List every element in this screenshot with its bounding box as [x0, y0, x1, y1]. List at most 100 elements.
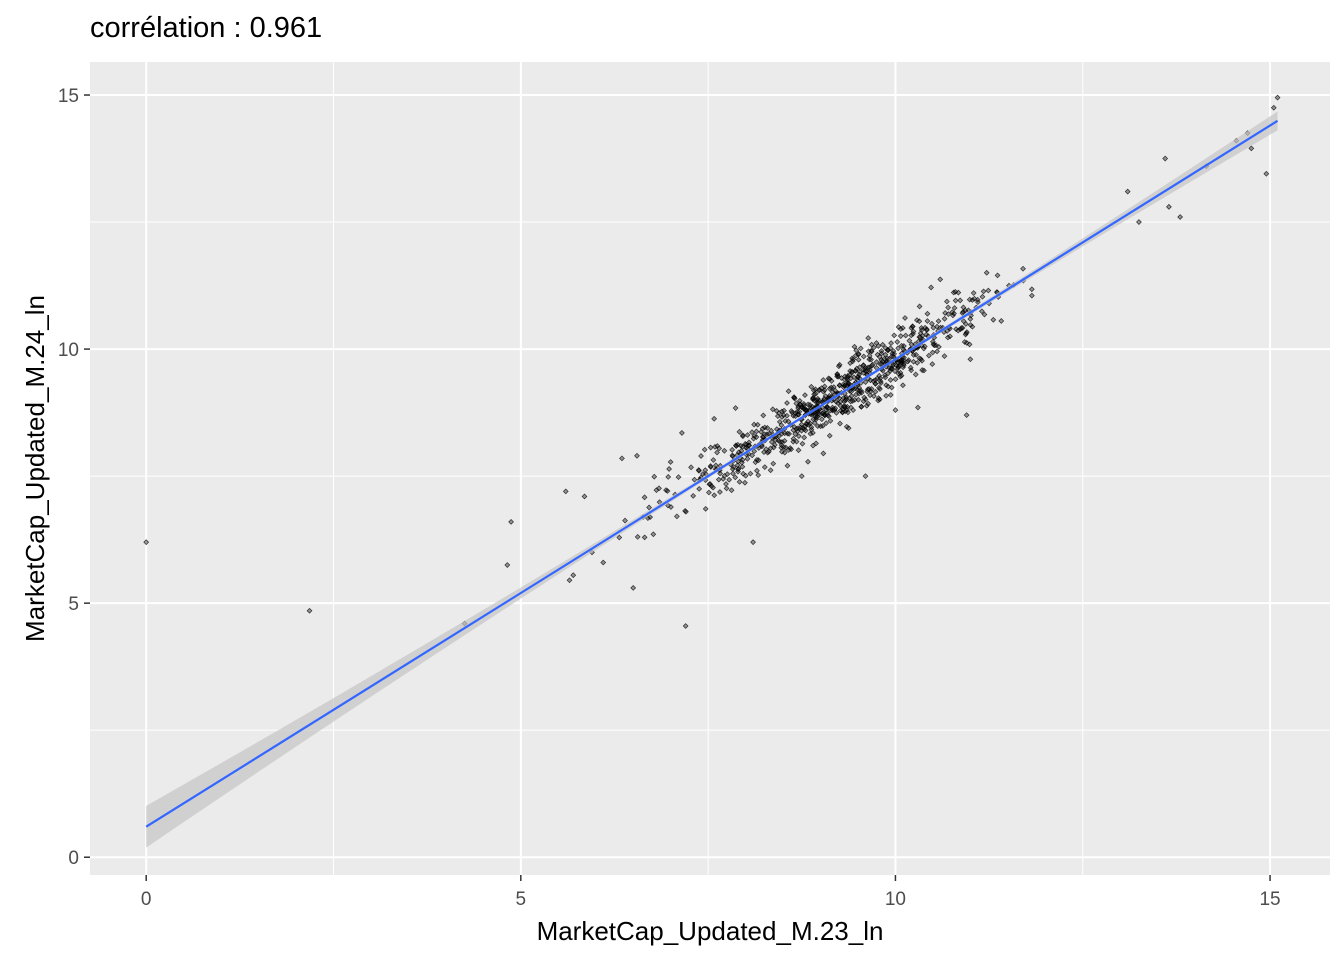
data-point	[901, 360, 907, 367]
data-point	[691, 476, 698, 483]
data-point	[801, 434, 808, 441]
data-point	[1248, 145, 1255, 152]
data-point	[888, 340, 894, 347]
x-axis-label: MarketCap_Updated_M.23_ln	[537, 916, 884, 946]
data-point	[802, 392, 808, 398]
data-point	[781, 449, 788, 456]
data-point	[809, 429, 816, 436]
data-point	[934, 348, 940, 355]
data-point	[858, 403, 865, 410]
data-point	[846, 381, 852, 387]
data-point	[739, 432, 746, 439]
data-point	[818, 416, 825, 423]
data-point	[711, 415, 718, 422]
data-point	[860, 366, 867, 373]
data-point	[928, 284, 934, 291]
x-tick-label: 15	[1259, 889, 1280, 910]
data-point	[967, 322, 974, 328]
data-point	[752, 459, 759, 466]
data-point	[794, 428, 801, 434]
data-point	[811, 420, 818, 426]
data-point	[771, 442, 778, 448]
data-point	[736, 428, 743, 435]
data-point	[698, 453, 704, 459]
data-point	[619, 455, 625, 462]
data-point	[143, 539, 150, 546]
data-point	[867, 392, 874, 399]
data-point	[808, 383, 815, 390]
data-point	[751, 433, 758, 439]
data-point	[777, 439, 783, 445]
data-point	[887, 367, 894, 374]
data-point	[865, 348, 872, 355]
data-point	[845, 409, 851, 416]
data-point	[857, 345, 864, 352]
data-point	[887, 377, 894, 383]
data-point	[847, 368, 853, 374]
data-point	[665, 474, 672, 480]
y-tick-label: 5	[68, 594, 79, 615]
data-point	[729, 466, 736, 472]
data-point	[634, 534, 641, 540]
data-point	[785, 418, 792, 425]
data-point	[842, 373, 848, 380]
data-point	[969, 297, 976, 303]
data-point	[920, 345, 927, 352]
data-point	[928, 320, 935, 327]
data-point	[845, 425, 852, 431]
data-point	[840, 403, 847, 410]
data-point	[937, 276, 944, 283]
data-point	[743, 445, 749, 451]
data-point	[856, 364, 863, 371]
data-point	[773, 408, 780, 414]
data-point	[877, 378, 884, 385]
data-point	[735, 465, 742, 472]
data-point	[702, 506, 709, 512]
data-point	[1124, 188, 1131, 195]
data-point	[855, 396, 862, 403]
data-point	[985, 287, 992, 294]
data-point	[770, 444, 777, 451]
data-point	[827, 417, 834, 424]
data-point	[854, 386, 861, 393]
data-point	[508, 518, 514, 525]
data-point	[1020, 265, 1026, 272]
data-point	[951, 305, 958, 311]
data-point	[915, 404, 921, 411]
data-point	[798, 473, 805, 480]
data-point	[826, 376, 833, 382]
data-point	[981, 311, 988, 318]
data-point	[810, 442, 816, 449]
data-point	[974, 296, 981, 303]
data-point	[853, 347, 860, 354]
data-point	[876, 384, 882, 391]
data-point	[729, 452, 736, 459]
regression-line	[145, 119, 1279, 828]
data-point	[919, 357, 925, 364]
data-point	[949, 309, 956, 316]
data-point	[736, 478, 743, 485]
data-point	[707, 463, 714, 469]
data-point	[802, 427, 809, 434]
data-point	[696, 467, 702, 474]
data-point	[912, 371, 919, 378]
data-point	[879, 367, 886, 374]
data-point	[730, 470, 736, 477]
data-point	[867, 377, 874, 384]
data-point	[688, 464, 694, 471]
data-point	[1028, 286, 1035, 293]
data-point	[819, 422, 826, 429]
data-point	[791, 394, 797, 401]
data-point	[958, 325, 965, 331]
data-point	[842, 397, 849, 404]
data-point	[566, 577, 573, 584]
data-point	[734, 441, 741, 448]
data-point	[835, 373, 842, 380]
data-point	[674, 513, 680, 520]
data-point	[883, 392, 889, 399]
data-point	[979, 293, 986, 300]
data-point	[909, 323, 916, 330]
data-point	[850, 407, 857, 413]
data-point	[863, 402, 870, 409]
data-point	[753, 428, 760, 435]
